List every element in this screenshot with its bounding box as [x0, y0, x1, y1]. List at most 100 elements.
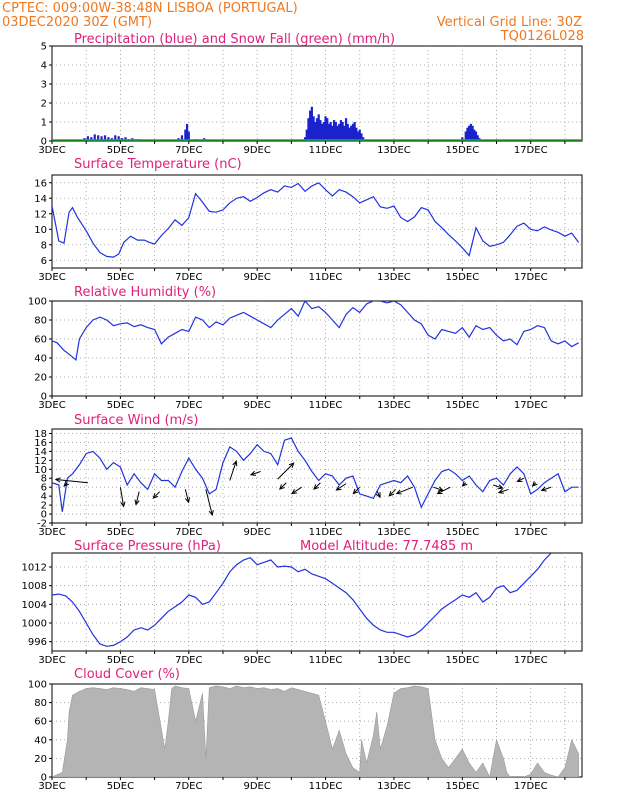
plot-frame: [51, 174, 583, 269]
precip-bar: [327, 123, 331, 141]
wind-arrowhead: [152, 493, 159, 499]
precip-bar: [303, 137, 307, 141]
x-tick-label: 9DEC: [243, 145, 270, 156]
precip-bar: [86, 136, 90, 141]
y-tick-label: 80: [34, 698, 47, 709]
y-tick-label: 1: [41, 118, 47, 129]
x-tick-label: 9DEC: [243, 272, 270, 283]
x-tick-label: 11DEC: [309, 400, 343, 411]
y-tick-label: 14: [34, 194, 47, 205]
panel-title: Surface Temperature (nC): [74, 157, 242, 172]
precip-bar: [341, 122, 344, 141]
precip-bar: [310, 106, 313, 141]
wind-arrowhead: [313, 484, 319, 490]
panel-5: 3DEC 5DEC 7DEC 9DEC 11DEC 13DEC 15DEC 17DEC 0 20 4…: [28, 667, 583, 792]
wind-vector: [336, 483, 347, 491]
x-tick-label: 13DEC: [377, 527, 411, 538]
precip-bar: [358, 129, 361, 141]
data-layer: [52, 301, 579, 362]
y-tick-label: 16: [34, 438, 47, 449]
precip-bar: [476, 135, 479, 141]
wind-vector: [229, 461, 237, 481]
precip-bar: [474, 131, 478, 141]
wind-arrowhead: [516, 477, 523, 482]
x-tick-label: 5DEC: [107, 655, 134, 666]
wind-arrowhead: [335, 485, 342, 491]
panel-title: Surface Pressure (hPa): [74, 539, 221, 554]
x-tick-label: 13DEC: [377, 400, 411, 411]
plot-frame: [51, 428, 583, 524]
x-tick-label: 17DEC: [514, 272, 548, 283]
x-tick-label: 13DEC: [377, 272, 411, 283]
precip-bar: [362, 137, 365, 141]
y-tick-label: 1004: [22, 600, 47, 611]
panel-title: Surface Wind (m/s): [74, 413, 198, 428]
x-tick-label: 9DEC: [243, 527, 270, 538]
wind-arrowhead: [388, 490, 395, 497]
precip-bar: [336, 125, 339, 141]
panel-3: 3DEC 5DEC 7DEC 9DEC 11DEC 13DEC 15DEC 17DEC -202…: [34, 413, 583, 538]
x-tick-label: 17DEC: [514, 655, 548, 666]
wind-arrowhead: [134, 499, 140, 506]
y-tick-label: 2: [41, 99, 47, 110]
wind-arrowhead: [531, 481, 538, 487]
precip-bar: [90, 137, 93, 141]
x-tick-label: 3DEC: [38, 655, 65, 666]
data-layer: [52, 685, 579, 777]
x-tick-label: 17DEC: [514, 781, 548, 792]
x-tick-label: 7DEC: [175, 655, 202, 666]
x-tick-label: 15DEC: [445, 400, 479, 411]
precip-bar: [319, 120, 322, 141]
precip-bar: [344, 118, 348, 141]
data-layer: [52, 106, 582, 141]
precip-bar: [100, 136, 103, 141]
y-tick-label: 8: [41, 240, 47, 251]
wind-vector: [396, 486, 413, 495]
y-tick-label: 0: [41, 137, 47, 148]
wind-vector: [250, 471, 261, 476]
y-tick-label: 10: [34, 465, 47, 476]
precip-bar: [309, 110, 312, 141]
x-tick-label: 3DEC: [38, 400, 65, 411]
wind-vector: [313, 482, 321, 490]
y-tick-label: 20: [34, 373, 47, 384]
x-tick-label: 13DEC: [377, 781, 411, 792]
precip-bar: [473, 129, 476, 141]
x-tick-label: 7DEC: [175, 400, 202, 411]
precip-bar: [334, 122, 337, 141]
y-tick-label: 0: [41, 510, 47, 521]
precip-bar: [469, 123, 472, 141]
wind-vector: [119, 487, 125, 507]
y-tick-label: 1008: [22, 581, 47, 592]
y-tick-label: 20: [34, 754, 47, 765]
y-tick-label: 4: [41, 492, 47, 503]
x-tick-label: 5DEC: [107, 781, 134, 792]
precip-bar: [360, 133, 363, 141]
y-tick-label: 1000: [22, 619, 47, 630]
precip-bar: [350, 125, 353, 141]
x-tick-label: 15DEC: [445, 655, 479, 666]
x-tick-label: 11DEC: [309, 272, 343, 283]
precip-bar: [355, 127, 358, 141]
precip-bar: [117, 136, 120, 141]
x-tick-label: 9DEC: [243, 400, 270, 411]
precip-bar: [107, 137, 110, 141]
x-tick-label: 13DEC: [377, 145, 411, 156]
precip-bar: [124, 137, 127, 141]
panel-0: 3DEC 5DEC 7DEC 9DEC 11DEC 13DEC 15DEC 17DEC 0 1 2 3…: [38, 32, 583, 156]
x-tick-label: 15DEC: [445, 145, 479, 156]
wind-vector: [352, 486, 361, 494]
wind-vector: [498, 488, 509, 494]
y-tick-label: 6: [41, 483, 47, 494]
precip-bar: [93, 134, 96, 141]
precip-bar: [326, 118, 329, 141]
x-tick-label: 3DEC: [38, 527, 65, 538]
precip-bar: [351, 123, 355, 141]
precip-bar: [321, 123, 324, 141]
precip-bar: [466, 127, 469, 141]
panel-title: Relative Humidity (%): [74, 285, 216, 300]
panel-annotation: Model Altitude: 77.7485 m: [300, 539, 473, 554]
wind-vector: [541, 486, 552, 491]
cloud-cover-area: [52, 685, 579, 777]
precip-bar: [461, 137, 464, 141]
